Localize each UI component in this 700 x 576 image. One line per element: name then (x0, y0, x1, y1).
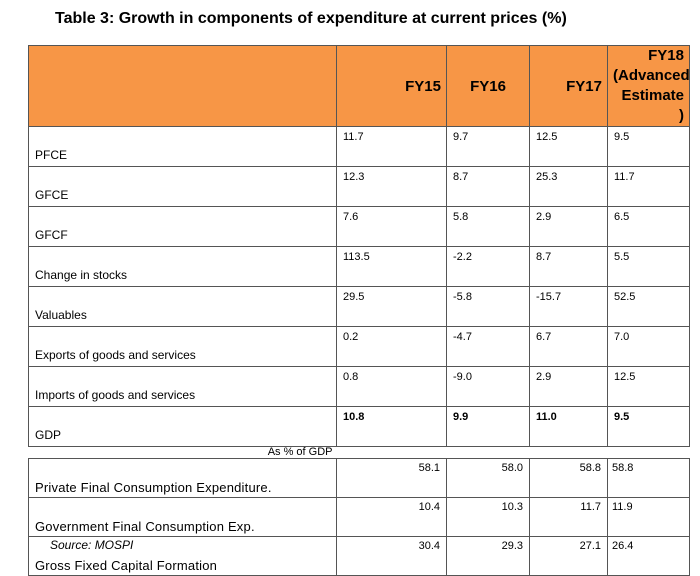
cell-value: 8.7 (446, 166, 530, 207)
table-row: Valuables 29.5 -5.8 -15.7 52.5 (28, 286, 690, 327)
cell-value: 11.9 (607, 497, 690, 537)
header-fy18-line3: Estimate ) (621, 87, 684, 124)
cell-value: 58.8 (607, 458, 690, 498)
cell-value: 6.5 (607, 206, 690, 247)
cell-value: 12.3 (336, 166, 447, 207)
cell-value: 11.0 (529, 406, 608, 447)
share-note: As % of GDP (28, 446, 337, 459)
table-row: Imports of goods and services 0.8 -9.0 2… (28, 366, 690, 407)
table-row: Private Final Consumption Expenditure. 5… (28, 458, 690, 498)
cell-value: 113.5 (336, 246, 447, 287)
cell-value: 7.0 (607, 326, 690, 367)
cell-value: 10.3 (446, 497, 530, 537)
header-fy18-line2: (Advanced (613, 67, 690, 84)
cell-value: 9.7 (446, 126, 530, 167)
row-label: Private Final Consumption Expenditure. (28, 458, 337, 498)
cell-value: 7.6 (336, 206, 447, 247)
cell-value: 9.5 (607, 406, 690, 447)
table-row: PFCE 11.7 9.7 12.5 9.5 (28, 126, 690, 167)
cell-value: 10.4 (336, 497, 447, 537)
cell-value: 29.3 (446, 536, 530, 576)
cell-value: -4.7 (446, 326, 530, 367)
header-fy15: FY15 (336, 45, 447, 127)
header-fy17: FY17 (529, 45, 608, 127)
cell-value: 6.7 (529, 326, 608, 367)
table-row: GFCE 12.3 8.7 25.3 11.7 (28, 166, 690, 207)
row-label: PFCE (28, 126, 337, 167)
cell-value: 58.1 (336, 458, 447, 498)
share-note-row: As % of GDP (28, 446, 690, 459)
cell-value: 5.8 (446, 206, 530, 247)
cell-value: 25.3 (529, 166, 608, 207)
cell-value: 11.7 (336, 126, 447, 167)
table-row: Government Final Consumption Exp. 10.4 1… (28, 497, 690, 537)
table-title: Table 3: Growth in components of expendi… (55, 10, 567, 27)
cell-value: 11.7 (607, 166, 690, 207)
cell-value: 8.7 (529, 246, 608, 287)
header-fy16: FY16 (446, 45, 530, 127)
row-label: Valuables (28, 286, 337, 327)
cell-value: 30.4 (336, 536, 447, 576)
row-label: GFCF (28, 206, 337, 247)
cell-value: -15.7 (529, 286, 608, 327)
cell-value: -5.8 (446, 286, 530, 327)
row-label: GDP (28, 406, 337, 447)
header-fy18-line1: FY18 (648, 47, 684, 64)
cell-value: 29.5 (336, 286, 447, 327)
table-row: GFCF 7.6 5.8 2.9 6.5 (28, 206, 690, 247)
table-row: Change in stocks 113.5 -2.2 8.7 5.5 (28, 246, 690, 287)
row-label: Change in stocks (28, 246, 337, 287)
cell-value: 26.4 (607, 536, 690, 576)
row-label: Exports of goods and services (28, 326, 337, 367)
cell-value: 2.9 (529, 206, 608, 247)
cell-value: 12.5 (607, 366, 690, 407)
cell-value: 52.5 (607, 286, 690, 327)
cell-value: 58.8 (529, 458, 608, 498)
table-row: Exports of goods and services 0.2 -4.7 6… (28, 326, 690, 367)
cell-value: 10.8 (336, 406, 447, 447)
cell-value: 0.8 (336, 366, 447, 407)
empty-cell (607, 446, 690, 459)
empty-cell (529, 446, 608, 459)
table-row: GDP 10.8 9.9 11.0 9.5 (28, 406, 690, 447)
row-label: Imports of goods and services (28, 366, 337, 407)
cell-value: 11.7 (529, 497, 608, 537)
cell-value: 9.9 (446, 406, 530, 447)
cell-value: 9.5 (607, 126, 690, 167)
cell-value: 12.5 (529, 126, 608, 167)
cell-value: -2.2 (446, 246, 530, 287)
expenditure-growth-table: FY15 FY16 FY17 FY18 (Advanced Estimate )… (28, 45, 690, 576)
empty-cell (336, 446, 447, 459)
row-label: Government Final Consumption Exp. (28, 497, 337, 537)
cell-value: 2.9 (529, 366, 608, 407)
header-empty-cell (28, 45, 337, 127)
cell-value: 0.2 (336, 326, 447, 367)
source-note: Source: MOSPI (50, 538, 134, 552)
cell-value: 27.1 (529, 536, 608, 576)
empty-cell (446, 446, 530, 459)
cell-value: 5.5 (607, 246, 690, 287)
cell-value: -9.0 (446, 366, 530, 407)
row-label: GFCE (28, 166, 337, 207)
cell-value: 58.0 (446, 458, 530, 498)
header-fy18: FY18 (Advanced Estimate ) (607, 45, 690, 127)
